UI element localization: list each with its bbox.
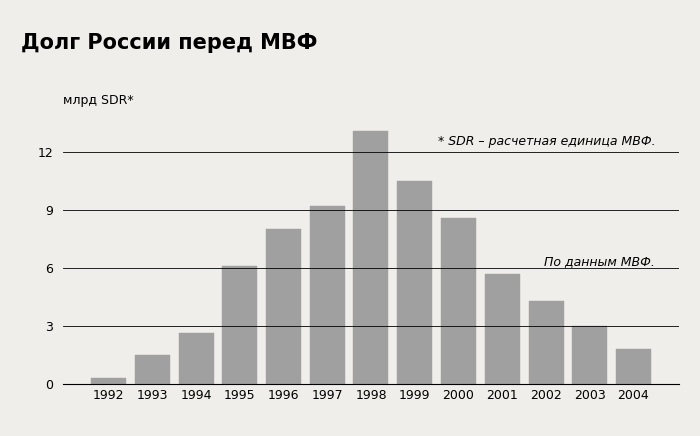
Bar <box>178 334 214 384</box>
Bar <box>528 301 564 384</box>
Bar <box>484 274 519 384</box>
Text: * SDR – расчетная единица МВФ.: * SDR – расчетная единица МВФ. <box>438 135 655 148</box>
Bar <box>354 131 388 384</box>
Bar <box>266 229 301 384</box>
Bar <box>441 218 476 384</box>
Text: млрд SDR*: млрд SDR* <box>63 94 134 107</box>
Text: Долг России перед МВФ: Долг России перед МВФ <box>21 33 317 53</box>
Bar <box>397 181 432 384</box>
Bar <box>616 349 651 384</box>
Bar <box>134 355 169 384</box>
Bar <box>309 206 344 384</box>
Bar <box>91 378 126 384</box>
Text: По данным МВФ.: По данным МВФ. <box>545 255 655 268</box>
Bar <box>223 266 258 384</box>
Bar <box>572 326 607 384</box>
